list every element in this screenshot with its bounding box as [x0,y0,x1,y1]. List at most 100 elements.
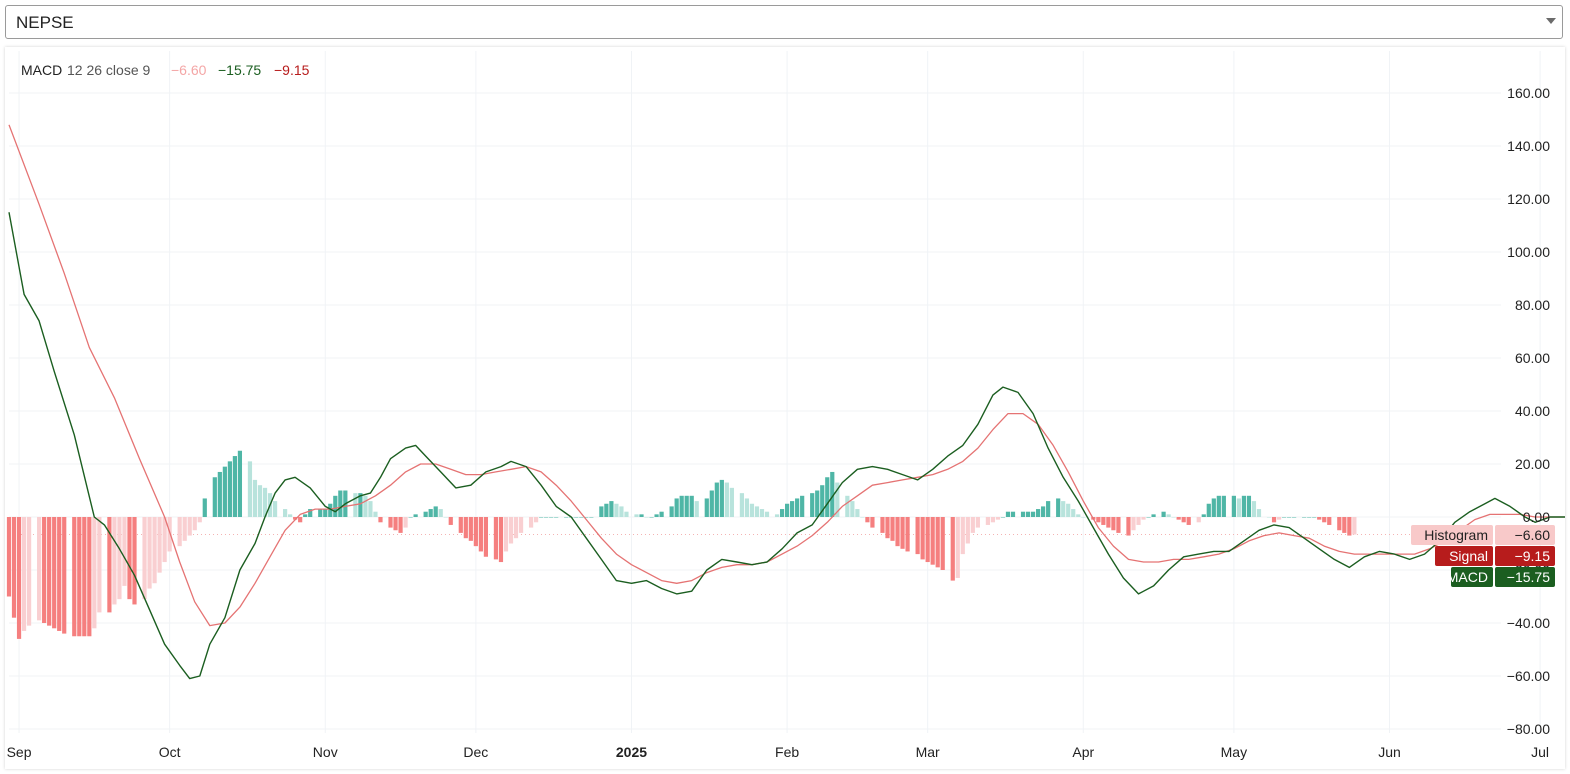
histogram-bar [1176,517,1181,520]
histogram-bar [408,517,413,518]
histogram-bar [473,517,478,547]
histogram-bar [413,514,418,517]
y-tick-label: 100.00 [1507,244,1550,260]
histogram-bar [1281,517,1287,518]
price-label-tag [1411,525,1493,545]
histogram-bar [328,503,333,517]
histogram-bar [363,495,368,517]
histogram-bar [42,517,47,623]
histogram-bar [855,509,860,517]
y-tick-label: 160.00 [1507,85,1550,101]
histogram-bar [142,517,147,600]
histogram-bar [252,479,258,517]
histogram-bar [925,517,930,563]
y-tick-label: 0.00 [1523,509,1550,525]
histogram-bar [1342,517,1347,533]
histogram-bar [403,517,408,528]
histogram-bar [1025,511,1031,517]
histogram-bar [1146,517,1151,518]
histogram-bar [639,514,644,517]
histogram-bar [1071,509,1076,517]
histogram-bar [895,517,900,547]
histogram-bar [1181,517,1186,523]
histogram-bar [112,517,117,605]
histogram-bar [1196,517,1201,523]
histogram-bar [237,450,243,517]
histogram-bar [157,517,162,573]
histogram-bar [423,511,428,517]
y-tick-label: 120.00 [1507,191,1550,207]
price-label-value-box [1495,567,1555,587]
histogram-bar [257,485,263,517]
histogram-bar [659,511,664,517]
histogram-bar [358,493,363,517]
x-tick-label: Jul [1531,744,1549,760]
histogram-bar [865,517,870,523]
histogram-bar [779,509,785,517]
histogram-bar [880,517,885,533]
histogram-bar [1216,495,1221,517]
histogram-bar [920,517,925,560]
x-tick-label: Oct [159,744,181,760]
histogram-bar [498,517,504,563]
histogram-bar [1327,517,1332,525]
histogram-bar [513,517,519,539]
histogram-bar [634,514,639,517]
y-tick-label: −60.00 [1507,668,1550,684]
histogram-bar [1041,506,1046,517]
histogram-bar [564,517,569,518]
histogram-bar [955,517,960,578]
histogram-bar [1312,517,1317,518]
histogram-bar [458,517,463,533]
histogram-bar [182,517,187,541]
histogram-bar [960,517,965,555]
histogram-bar [478,517,483,552]
histogram-bar [232,456,237,517]
histogram-bar [574,517,579,518]
histogram-bar [1096,517,1101,523]
histogram-bar [1302,517,1307,518]
histogram-bar [77,517,82,637]
histogram-bar [599,506,604,517]
histogram-bar [433,506,438,517]
histogram-bar [26,517,32,626]
histogram-bar [1126,517,1131,536]
histogram-bar [87,517,92,637]
histogram-bar [795,498,800,517]
histogram-bar [1116,517,1121,533]
histogram-bar [1276,517,1282,520]
histogram-bar [579,517,584,518]
histogram-bar [373,511,378,517]
histogram-bar [318,509,323,517]
histogram-bar [845,495,850,517]
histogram-bar [227,461,232,517]
histogram-bar [604,503,609,517]
macd-chart[interactable]: 160.00 140.00 120.00 100.00 80.00 60.00 40.00 2… [5,47,1570,769]
histogram-bar [167,517,172,552]
price-label-value-box [1495,546,1555,566]
histogram-bar [975,517,980,528]
price-label-name: Signal [1449,548,1488,564]
histogram-bar [764,511,770,517]
histogram-bar [1221,495,1226,517]
histogram-bar [1246,495,1252,517]
histogram-bar [549,517,554,518]
chevron-down-icon[interactable] [1546,18,1556,24]
histogram-bar [147,517,152,589]
histogram-bar [584,517,589,518]
instrument-select[interactable]: NEPSE [5,5,1563,39]
histogram-bar [1036,509,1041,517]
histogram-bar [935,517,940,568]
histogram-bar [117,517,122,600]
histogram-bar [463,517,468,539]
histogram-bar [754,506,760,517]
histogram-bar [830,471,835,517]
histogram-bar [272,501,278,517]
histogram-bar [774,514,780,517]
histogram-bar [950,517,955,581]
x-tick-label: 2025 [616,744,647,760]
histogram-bar [1266,517,1272,518]
histogram-bar [614,503,619,517]
histogram-bar [870,517,875,528]
histogram-bar [1010,511,1016,517]
